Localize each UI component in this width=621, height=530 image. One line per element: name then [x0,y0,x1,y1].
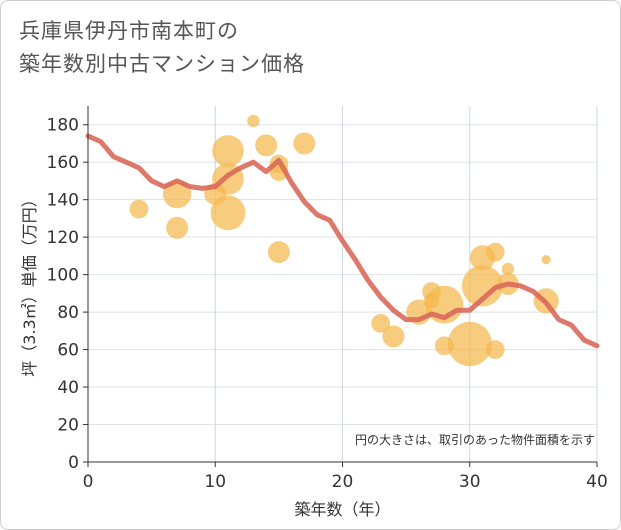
x-tick-label: 10 [204,472,226,492]
axes: 0 20 40 60 80 100 120 140 160 180 0 10 20 30 40 [47,106,608,492]
bubble-point [541,255,551,265]
y-tick-label: 100 [47,266,79,286]
trend-layer [85,133,600,349]
bubble-point [166,216,189,239]
y-tick-label: 180 [47,116,79,136]
bubble-layer [129,114,559,367]
y-tick-label: 120 [47,228,79,248]
y-tick-label: 20 [57,416,79,436]
bubble-point [485,242,505,262]
bubble-point [382,325,405,348]
bubble-point [267,241,290,264]
y-tick-label: 40 [57,378,79,398]
bubble-point [371,313,391,333]
bubble-point [293,132,316,155]
y-tick-label: 0 [68,453,79,473]
y-tick-label: 140 [47,191,79,211]
chart-title-line2: 築年数別中古マンション価格 [19,52,305,76]
bubble-point [129,199,149,219]
x-tick-label: 0 [83,472,94,492]
bubble-point [461,265,504,307]
x-axis-title: 築年数（年） [294,500,390,519]
chart-title-line1: 兵庫県伊丹市南本町の [19,19,239,43]
y-tick-label: 160 [47,153,79,173]
bubble-point [485,340,505,359]
trend-line [85,133,600,349]
bubble-point [255,134,278,157]
chart-title: 兵庫県伊丹市南本町の 築年数別中古マンション価格 [19,15,305,81]
bubble-point [210,195,246,231]
bubble-point [247,114,260,128]
bubble-point [447,321,492,367]
x-tick-label: 40 [586,472,608,492]
x-tick-label: 20 [332,472,354,492]
y-axis-title: 坪（3.3㎡）単価（万円） [20,191,39,376]
bubble-point [162,179,192,209]
x-tick-label: 30 [459,472,481,492]
bubble-size-note: 円の大きさは、取引のあった物件面積を示す [355,432,595,447]
y-tick-label: 80 [57,303,79,323]
y-tick-label: 60 [57,341,79,361]
bubble-point [501,262,515,276]
bubble-point [212,135,244,167]
